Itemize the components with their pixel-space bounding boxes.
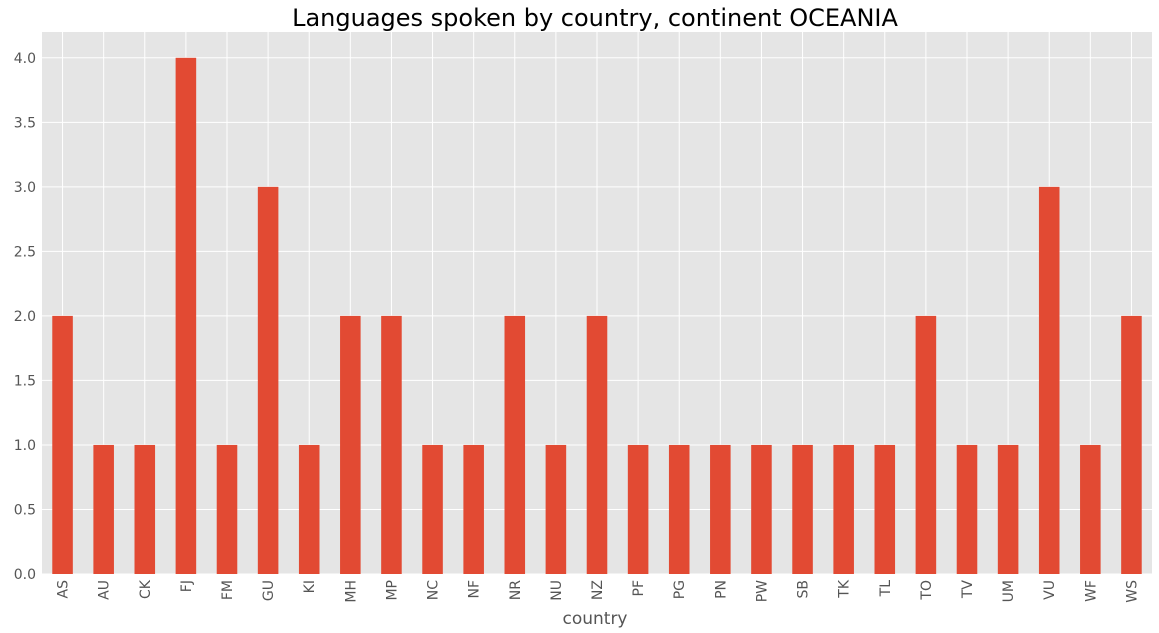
y-tick-label: 0.5 xyxy=(14,502,36,518)
bar-tl xyxy=(874,444,896,574)
x-tick-label: VU xyxy=(1042,580,1058,600)
x-tick-label: PN xyxy=(713,580,729,599)
bar-pf xyxy=(627,444,649,574)
bar-wf xyxy=(1080,444,1101,574)
x-tick-label: FJ xyxy=(179,580,195,592)
y-tick-label: 1.5 xyxy=(14,373,36,389)
x-tick-label: PG xyxy=(672,580,688,599)
y-axis-ticks: 0.0 0.5 1.0 1.5 2.0 2.5 3.0 3.5 4.0 xyxy=(14,51,36,583)
x-tick-label: KI xyxy=(302,580,318,593)
bar-fm xyxy=(216,444,238,574)
bar-nc xyxy=(422,444,443,574)
bar-ki xyxy=(298,444,320,574)
bar-mh xyxy=(340,315,361,574)
bar-as xyxy=(52,315,73,574)
x-tick-label: AU xyxy=(97,580,113,600)
x-tick-label: CK xyxy=(138,579,154,599)
bar-tv xyxy=(956,444,978,574)
bar-ws xyxy=(1121,315,1142,574)
bar-fj xyxy=(175,57,197,575)
x-tick-label: AS xyxy=(56,580,72,599)
bar-tk xyxy=(833,444,854,574)
y-tick-label: 2.5 xyxy=(14,244,36,260)
bar-nr xyxy=(504,315,526,574)
bar-um xyxy=(997,444,1019,574)
x-tick-label: NZ xyxy=(590,580,606,600)
x-axis-label: country xyxy=(562,609,627,629)
bar-ck xyxy=(134,444,156,574)
chart-title: Languages spoken by country, continent O… xyxy=(292,4,898,32)
x-tick-label: FM xyxy=(220,580,236,600)
y-tick-label: 1.0 xyxy=(14,438,36,454)
x-axis-ticks: AS AU CK FJ FM GU KI MH MP NC NF NR NU NZ PF PG PN PW SB TK… xyxy=(56,579,1141,603)
y-tick-label: 3.5 xyxy=(14,115,36,131)
x-tick-label: NF xyxy=(467,580,483,599)
x-tick-label: PW xyxy=(754,580,770,602)
x-tick-label: TK xyxy=(837,579,853,599)
x-tick-label: UM xyxy=(1001,580,1017,602)
y-tick-label: 2.0 xyxy=(14,309,36,325)
bar-pw xyxy=(751,444,772,574)
bar-pg xyxy=(668,444,690,574)
bar-gu xyxy=(257,186,279,574)
bars xyxy=(52,57,1142,575)
bar-nu xyxy=(545,444,567,574)
x-tick-label: TV xyxy=(960,580,976,600)
bar-vu xyxy=(1038,186,1060,574)
x-tick-label: PF xyxy=(631,580,647,597)
x-tick-label: MP xyxy=(384,580,400,601)
y-tick-label: 4.0 xyxy=(14,51,36,67)
x-tick-label: NC xyxy=(426,580,442,600)
x-tick-label: TO xyxy=(919,580,935,601)
bar-mp xyxy=(381,315,402,574)
y-tick-label: 3.0 xyxy=(14,180,36,196)
y-tick-label: 0.0 xyxy=(14,567,36,583)
x-tick-label: WS xyxy=(1124,580,1140,603)
bar-au xyxy=(93,444,114,574)
bar-nz xyxy=(586,315,608,574)
bar-sb xyxy=(792,444,813,574)
x-tick-label: TL xyxy=(878,580,894,598)
bar-nf xyxy=(463,444,484,574)
x-tick-label: SB xyxy=(796,580,812,599)
x-tick-label: MH xyxy=(343,580,359,603)
x-tick-label: WF xyxy=(1083,580,1099,602)
x-tick-label: NU xyxy=(549,580,565,601)
x-tick-label: GU xyxy=(261,580,277,601)
bar-to xyxy=(915,315,937,574)
bar-pn xyxy=(710,444,731,574)
x-tick-label: NR xyxy=(508,580,524,600)
